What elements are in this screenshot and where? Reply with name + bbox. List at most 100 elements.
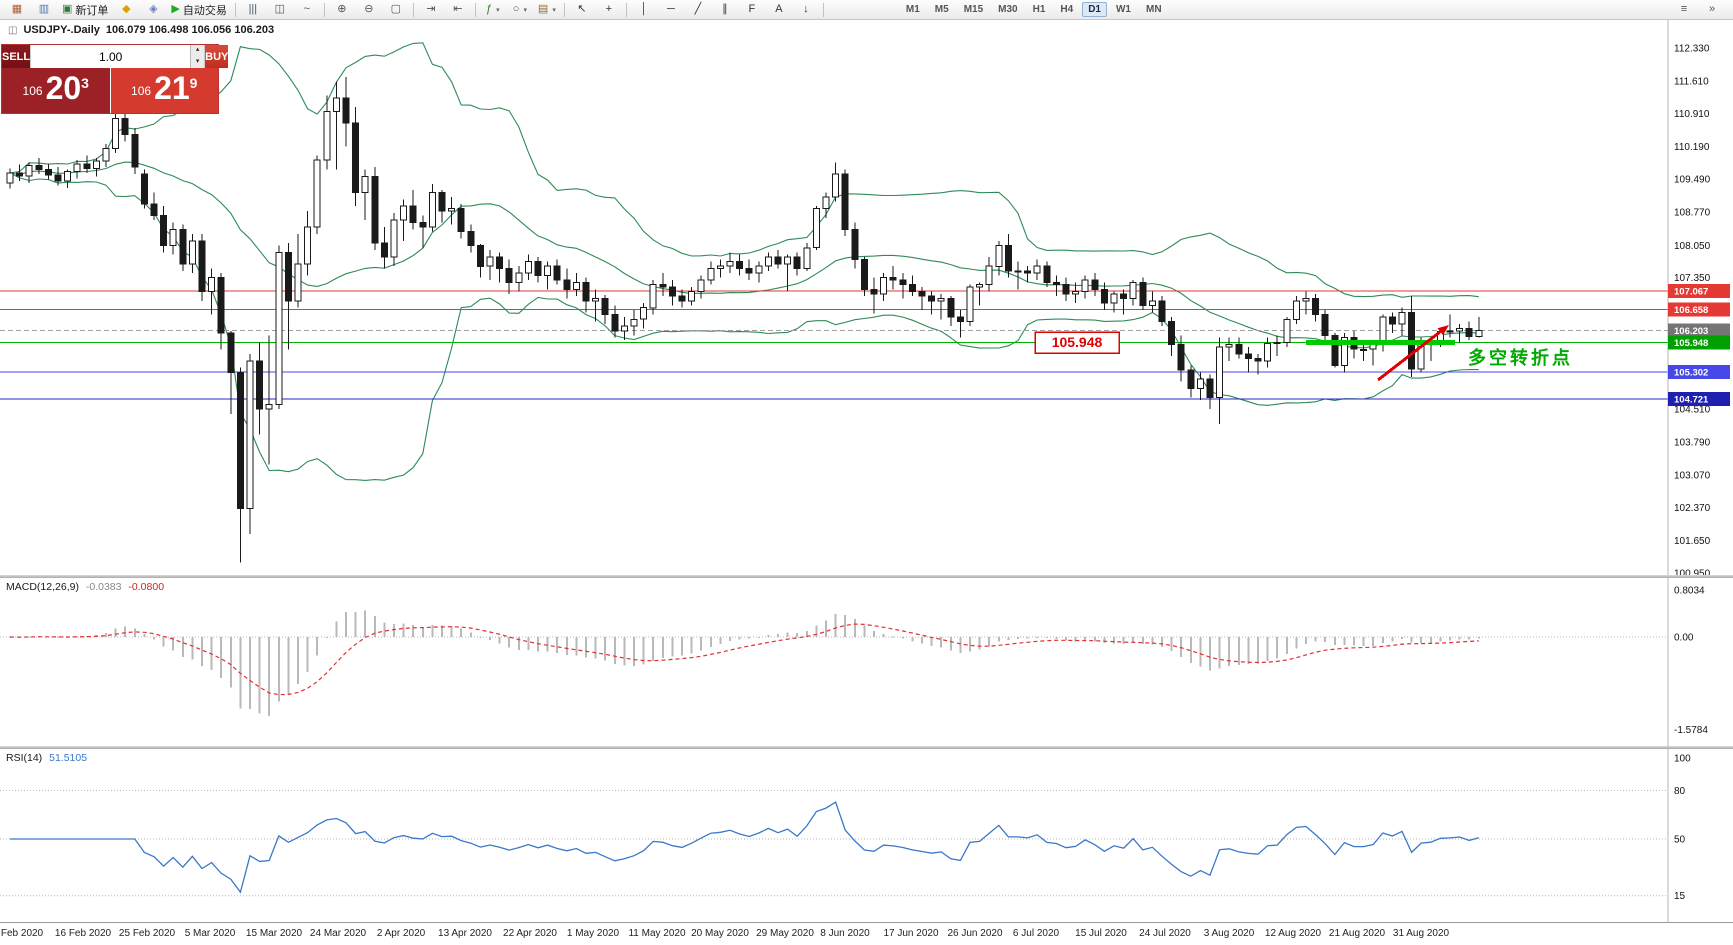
menu-icon[interactable]: ≡ (1671, 0, 1697, 19)
volume-input[interactable] (31, 45, 191, 68)
candle-body (1043, 265, 1051, 283)
overflow-icon[interactable]: » (1699, 0, 1725, 19)
price-callout-box[interactable] (1034, 331, 1120, 354)
candle-body (371, 175, 379, 244)
chart-shift-icon[interactable]: ⇤ (445, 0, 471, 19)
candle-body (678, 295, 686, 302)
fibonacci-icon[interactable]: F (739, 0, 765, 19)
candlesticks (6, 77, 1483, 563)
price-tag (1668, 365, 1730, 380)
candle-body (380, 242, 388, 258)
timeframe-h1[interactable]: H1 (1032, 4, 1046, 15)
candle-body (112, 118, 120, 150)
candle-body (275, 251, 283, 406)
candle-body (294, 263, 302, 302)
price-tag (1668, 302, 1730, 317)
candle-body (822, 196, 830, 209)
sell-button[interactable]: SELL (2, 45, 31, 68)
new-chart-icon[interactable]: ▦ (4, 0, 30, 19)
candle-body (582, 281, 590, 302)
volume-up-button[interactable]: ▴ (190, 45, 205, 57)
main-price-chart[interactable]: 105.948 多空转折点 112.330 111.610 110.910 110.190… (0, 20, 1733, 575)
price-axis-label: 110.190 (1674, 142, 1710, 153)
macd-chart[interactable]: 0.8034 0.00 -1.5784 (0, 578, 1733, 746)
timeframe-w1[interactable]: W1 (1115, 4, 1131, 15)
overflow-icon: » (1708, 3, 1716, 15)
candle-body (774, 256, 782, 265)
panel-splitter[interactable] (0, 746, 1733, 749)
arrows-tool-icon[interactable]: ↓ (793, 0, 819, 19)
timeframe-d1[interactable]: D1 (1082, 2, 1107, 17)
trendline-icon[interactable]: ╱ (685, 0, 711, 19)
candle-body (976, 284, 984, 288)
candle-body (832, 173, 840, 198)
rsi-value: 51.5105 (49, 752, 88, 764)
candle-body (217, 277, 225, 334)
candle-body (505, 268, 513, 283)
volume-down-button[interactable]: ▾ (190, 56, 205, 68)
timeframe-mn[interactable]: MN (1145, 4, 1162, 15)
timeframe-m5[interactable]: M5 (934, 4, 949, 15)
trend-arrow-head (1437, 325, 1449, 336)
rsi-line (10, 801, 1479, 894)
candle-body (64, 171, 72, 182)
candle-body (601, 298, 609, 316)
new-order-button[interactable]: ▣ 新订单 (58, 0, 112, 19)
zoom-out-icon[interactable]: ⊖ (356, 0, 382, 19)
timeframe-m15[interactable]: M15 (963, 4, 984, 15)
autotrading-button[interactable]: ▶ 自动交易 (167, 0, 230, 19)
bollinger-lower-band (9, 172, 1479, 481)
indicators-icon[interactable]: ƒ ▾ (480, 0, 506, 19)
candle-body (515, 272, 523, 283)
buy-button[interactable]: BUY (205, 45, 229, 68)
candle-body (841, 173, 849, 230)
templates-icon[interactable]: ▤ ▾ (534, 0, 560, 19)
trendline-icon: ╱ (694, 3, 702, 15)
metaeditor-icon: ◆ (122, 3, 131, 15)
date-label: 24 Mar 2020 (309, 928, 367, 939)
candle-body (448, 208, 456, 212)
rsi-chart[interactable]: 100 80 50 15 (0, 749, 1733, 922)
expert-advisors-icon[interactable]: ◈ (140, 0, 166, 19)
auto-scroll-icon[interactable]: ⇥ (418, 0, 444, 19)
timeframe-m30[interactable]: M30 (998, 4, 1018, 15)
date-label: 15 Mar 2020 (245, 928, 303, 939)
text-label-icon[interactable]: A (766, 0, 792, 19)
panel-splitter[interactable] (0, 575, 1733, 578)
bar-chart-type-icon[interactable]: ||| (240, 0, 266, 19)
candle-body (246, 360, 254, 509)
date-label: Feb 2020 (0, 928, 44, 939)
macd-panel: 0.8034 0.00 -1.5784 MACD(12,26,9) -0.0383 … (0, 578, 1733, 746)
time-axis[interactable]: Feb 2020 16 Feb 2020 25 Feb 2020 5 Mar 2020… (0, 922, 1733, 945)
vertical-line-icon[interactable]: │ (631, 0, 657, 19)
periods-icon[interactable]: ○ ▾ (507, 0, 533, 19)
buy-price-display[interactable]: 106 21 9 (110, 68, 218, 113)
candle-body (1187, 369, 1195, 389)
trend-arrow[interactable] (1377, 330, 1442, 382)
candle-body (534, 261, 542, 276)
date-label: 8 Jun 2020 (820, 928, 870, 939)
candle-body (880, 277, 888, 295)
line-chart-type-icon[interactable]: ~ (294, 0, 320, 19)
cursor-icon: ↖ (577, 3, 587, 15)
price-axis-label: 104.510 (1674, 404, 1711, 415)
crosshair-icon[interactable]: + (596, 0, 622, 19)
sell-price-display[interactable]: 106 20 3 (2, 68, 110, 113)
timeframe-h4[interactable]: H4 (1060, 4, 1074, 15)
metaeditor-icon[interactable]: ◆ (113, 0, 139, 19)
chart-profiles-icon[interactable]: ▥ (31, 0, 57, 19)
candle-body (985, 265, 993, 286)
price-tag (1668, 283, 1730, 298)
horizontal-line-icon[interactable]: ─ (658, 0, 684, 19)
candle-body (553, 265, 561, 281)
candlestick-chart-type-icon[interactable]: ◫ (267, 0, 293, 19)
timeframe-m1[interactable]: M1 (905, 4, 920, 15)
chart-profiles-icon: ▥ (38, 3, 50, 15)
zoom-in-icon[interactable]: ⊕ (329, 0, 355, 19)
macd-axis-label: -1.5784 (1674, 725, 1708, 736)
channel-icon[interactable]: ∥ (712, 0, 738, 19)
price-axis[interactable]: 112.330 111.610 110.910 110.190 109.490 108.7… (1667, 20, 1730, 575)
cursor-icon[interactable]: ↖ (569, 0, 595, 19)
tile-windows-icon[interactable]: ▢ (383, 0, 409, 19)
